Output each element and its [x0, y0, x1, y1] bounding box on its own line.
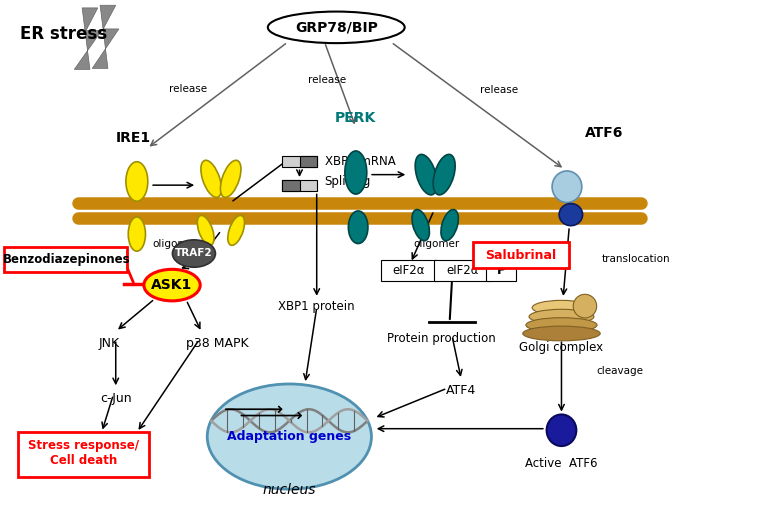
Text: oligomer: oligomer — [413, 239, 460, 249]
Polygon shape — [74, 8, 102, 69]
Text: GRP78/BIP: GRP78/BIP — [295, 21, 378, 34]
FancyBboxPatch shape — [282, 180, 317, 191]
Text: ATF4: ATF4 — [447, 384, 476, 397]
Ellipse shape — [532, 300, 591, 315]
FancyBboxPatch shape — [486, 260, 516, 281]
Text: c-Jun: c-Jun — [100, 392, 131, 406]
FancyBboxPatch shape — [434, 260, 491, 281]
Text: ER stress: ER stress — [20, 25, 106, 43]
Text: PERK: PERK — [335, 111, 376, 125]
Text: P: P — [497, 265, 506, 277]
Ellipse shape — [349, 211, 368, 244]
Text: eIF2α: eIF2α — [393, 265, 425, 277]
Text: eIF2α: eIF2α — [446, 265, 479, 277]
Ellipse shape — [559, 204, 583, 226]
Ellipse shape — [523, 326, 601, 341]
FancyBboxPatch shape — [300, 156, 317, 167]
Ellipse shape — [207, 384, 371, 489]
Text: XBP1 protein: XBP1 protein — [278, 300, 355, 312]
Text: Benzodiazepinones: Benzodiazepinones — [2, 253, 131, 266]
Text: Stress response/
Cell death: Stress response/ Cell death — [28, 439, 139, 468]
Text: release: release — [308, 75, 346, 85]
Ellipse shape — [573, 295, 597, 318]
Ellipse shape — [197, 216, 214, 245]
Ellipse shape — [201, 160, 221, 197]
Text: cleavage: cleavage — [596, 366, 643, 376]
Ellipse shape — [415, 155, 437, 195]
FancyBboxPatch shape — [282, 156, 317, 167]
FancyBboxPatch shape — [381, 260, 438, 281]
Text: Golgi complex: Golgi complex — [519, 341, 604, 353]
Ellipse shape — [412, 209, 429, 241]
Text: TRAF2: TRAF2 — [175, 248, 213, 258]
Text: translocation: translocation — [602, 254, 671, 264]
Text: release: release — [169, 84, 206, 95]
Text: JNK: JNK — [99, 337, 120, 350]
Text: Active  ATF6: Active ATF6 — [526, 458, 597, 470]
Text: ASK1: ASK1 — [152, 278, 192, 292]
Ellipse shape — [526, 318, 597, 332]
Text: XBP1 mRNA: XBP1 mRNA — [325, 155, 395, 168]
FancyBboxPatch shape — [473, 242, 569, 268]
Ellipse shape — [228, 216, 245, 245]
Ellipse shape — [547, 414, 576, 446]
Text: Protein production: Protein production — [387, 332, 497, 346]
Text: nucleus: nucleus — [263, 483, 316, 497]
Text: Salubrinal: Salubrinal — [486, 249, 556, 261]
Text: oligomer: oligomer — [152, 239, 199, 249]
Ellipse shape — [221, 160, 241, 197]
Ellipse shape — [126, 161, 148, 201]
Ellipse shape — [128, 217, 145, 251]
Ellipse shape — [173, 240, 216, 267]
Ellipse shape — [144, 269, 200, 301]
Text: Splicing: Splicing — [325, 175, 371, 188]
Text: Adaptation genes: Adaptation genes — [228, 430, 351, 443]
Ellipse shape — [345, 151, 367, 194]
Polygon shape — [92, 5, 119, 68]
FancyBboxPatch shape — [4, 247, 127, 272]
FancyBboxPatch shape — [18, 432, 149, 477]
FancyBboxPatch shape — [282, 180, 300, 191]
Ellipse shape — [552, 171, 582, 203]
Ellipse shape — [529, 309, 594, 324]
Ellipse shape — [441, 209, 458, 241]
Text: p38 MAPK: p38 MAPK — [186, 337, 249, 350]
Text: IRE1: IRE1 — [116, 130, 150, 145]
Text: ATF6: ATF6 — [585, 126, 623, 139]
Ellipse shape — [433, 155, 455, 195]
Text: release: release — [480, 85, 518, 96]
